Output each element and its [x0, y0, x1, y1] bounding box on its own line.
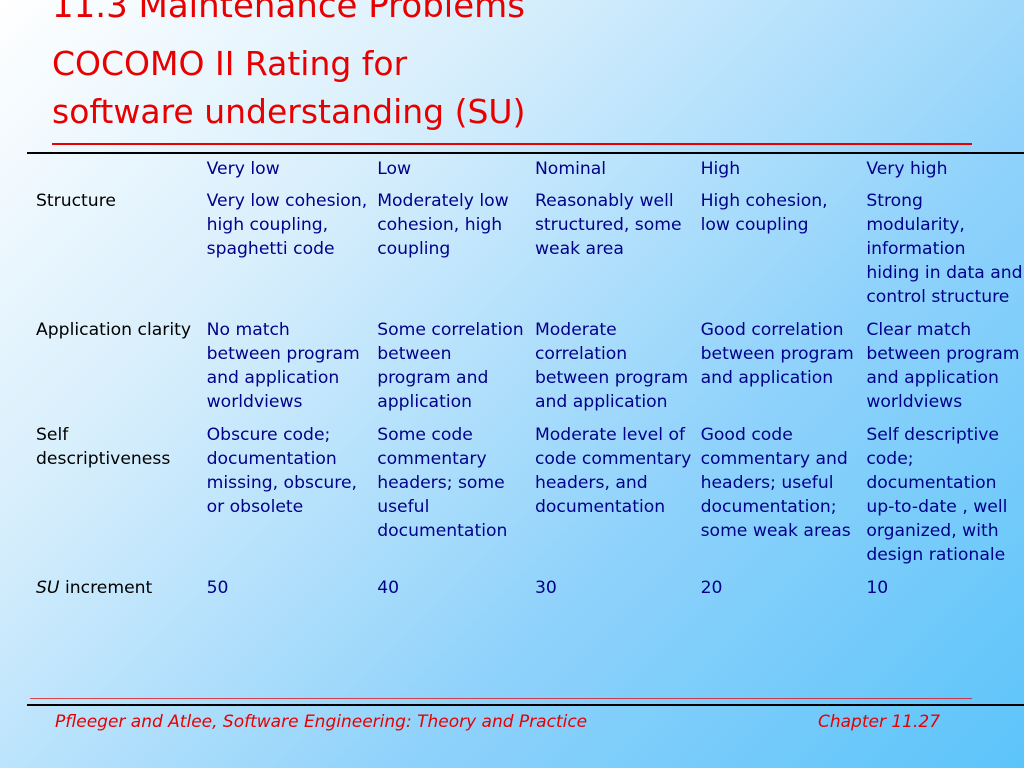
table-header-row: Very low Low Nominal High Very high	[28, 155, 1024, 189]
table-cell: No match between program and application…	[206, 320, 360, 412]
table-row-su-increment: SU increment 50 40 30 20 10	[28, 576, 1024, 600]
header-corner	[28, 155, 199, 189]
header-nominal: Nominal	[534, 159, 607, 179]
table-row-structure: Structure Very low cohesion, high coupli…	[28, 189, 1024, 318]
table-row-self-descriptiveness: Self descriptiveness Obscure code; docum…	[28, 423, 1024, 576]
row-label: SU increment	[28, 576, 199, 600]
slide-title: 11.3 Maintenance Problems	[52, 0, 525, 26]
header-high: High	[700, 159, 741, 179]
table-cell: Obscure code; documentation missing, obs…	[206, 425, 358, 517]
table-cell: 20	[700, 578, 723, 598]
increment-label: increment	[59, 578, 153, 598]
table-cell: Good correlation between program and app…	[700, 320, 854, 388]
table-cell: Moderate correlation between program and…	[534, 320, 689, 412]
table-bottom-rule	[27, 704, 1024, 706]
table-cell: 40	[377, 578, 400, 598]
header-low: Low	[377, 159, 412, 179]
row-label: Application clarity	[36, 320, 192, 340]
table-cell: Some code commentary headers; some usefu…	[377, 425, 508, 541]
header-very-high: Very high	[866, 159, 948, 179]
footer-divider	[30, 698, 972, 699]
table-cell: Reasonably well structured, some weak ar…	[534, 191, 682, 259]
table-cell: Some correlation between program and app…	[377, 320, 524, 412]
footer-chapter: Chapter 11.27	[818, 712, 941, 732]
su-rating-table: Very low Low Nominal High Very high Stru…	[28, 155, 1024, 600]
title-underline	[52, 143, 972, 145]
table-cell: Very low cohesion, high coupling, spaghe…	[206, 191, 368, 259]
su-abbrev: SU	[36, 578, 60, 598]
table-cell: Self descriptive code; documentation up-…	[866, 425, 1008, 565]
table-cell: Moderate level of code commentary header…	[534, 425, 692, 517]
table-cell: Clear match between program and applicat…	[866, 320, 1020, 412]
table-cell: High cohesion, low coupling	[700, 191, 828, 235]
slide-subtitle-line1: COCOMO II Rating for	[52, 44, 408, 83]
slide-subtitle-line2: software understanding (SU)	[52, 92, 526, 131]
row-label: Structure	[36, 191, 116, 211]
footer-citation: Pfleeger and Atlee, Software Engineering…	[55, 712, 588, 732]
table-top-rule	[27, 152, 1024, 154]
table-cell: 30	[534, 578, 557, 598]
row-label: Self descriptiveness	[36, 425, 171, 469]
table-row-application-clarity: Application clarity No match between pro…	[28, 318, 1024, 423]
table-cell: 50	[206, 578, 229, 598]
table-cell: Good code commentary and headers; useful…	[700, 425, 851, 541]
table-cell: Strong modularity, information hiding in…	[866, 191, 1023, 307]
header-very-low: Very low	[206, 159, 280, 179]
table-cell: Moderately low cohesion, high coupling	[377, 191, 509, 259]
table-cell: 10	[866, 578, 889, 598]
